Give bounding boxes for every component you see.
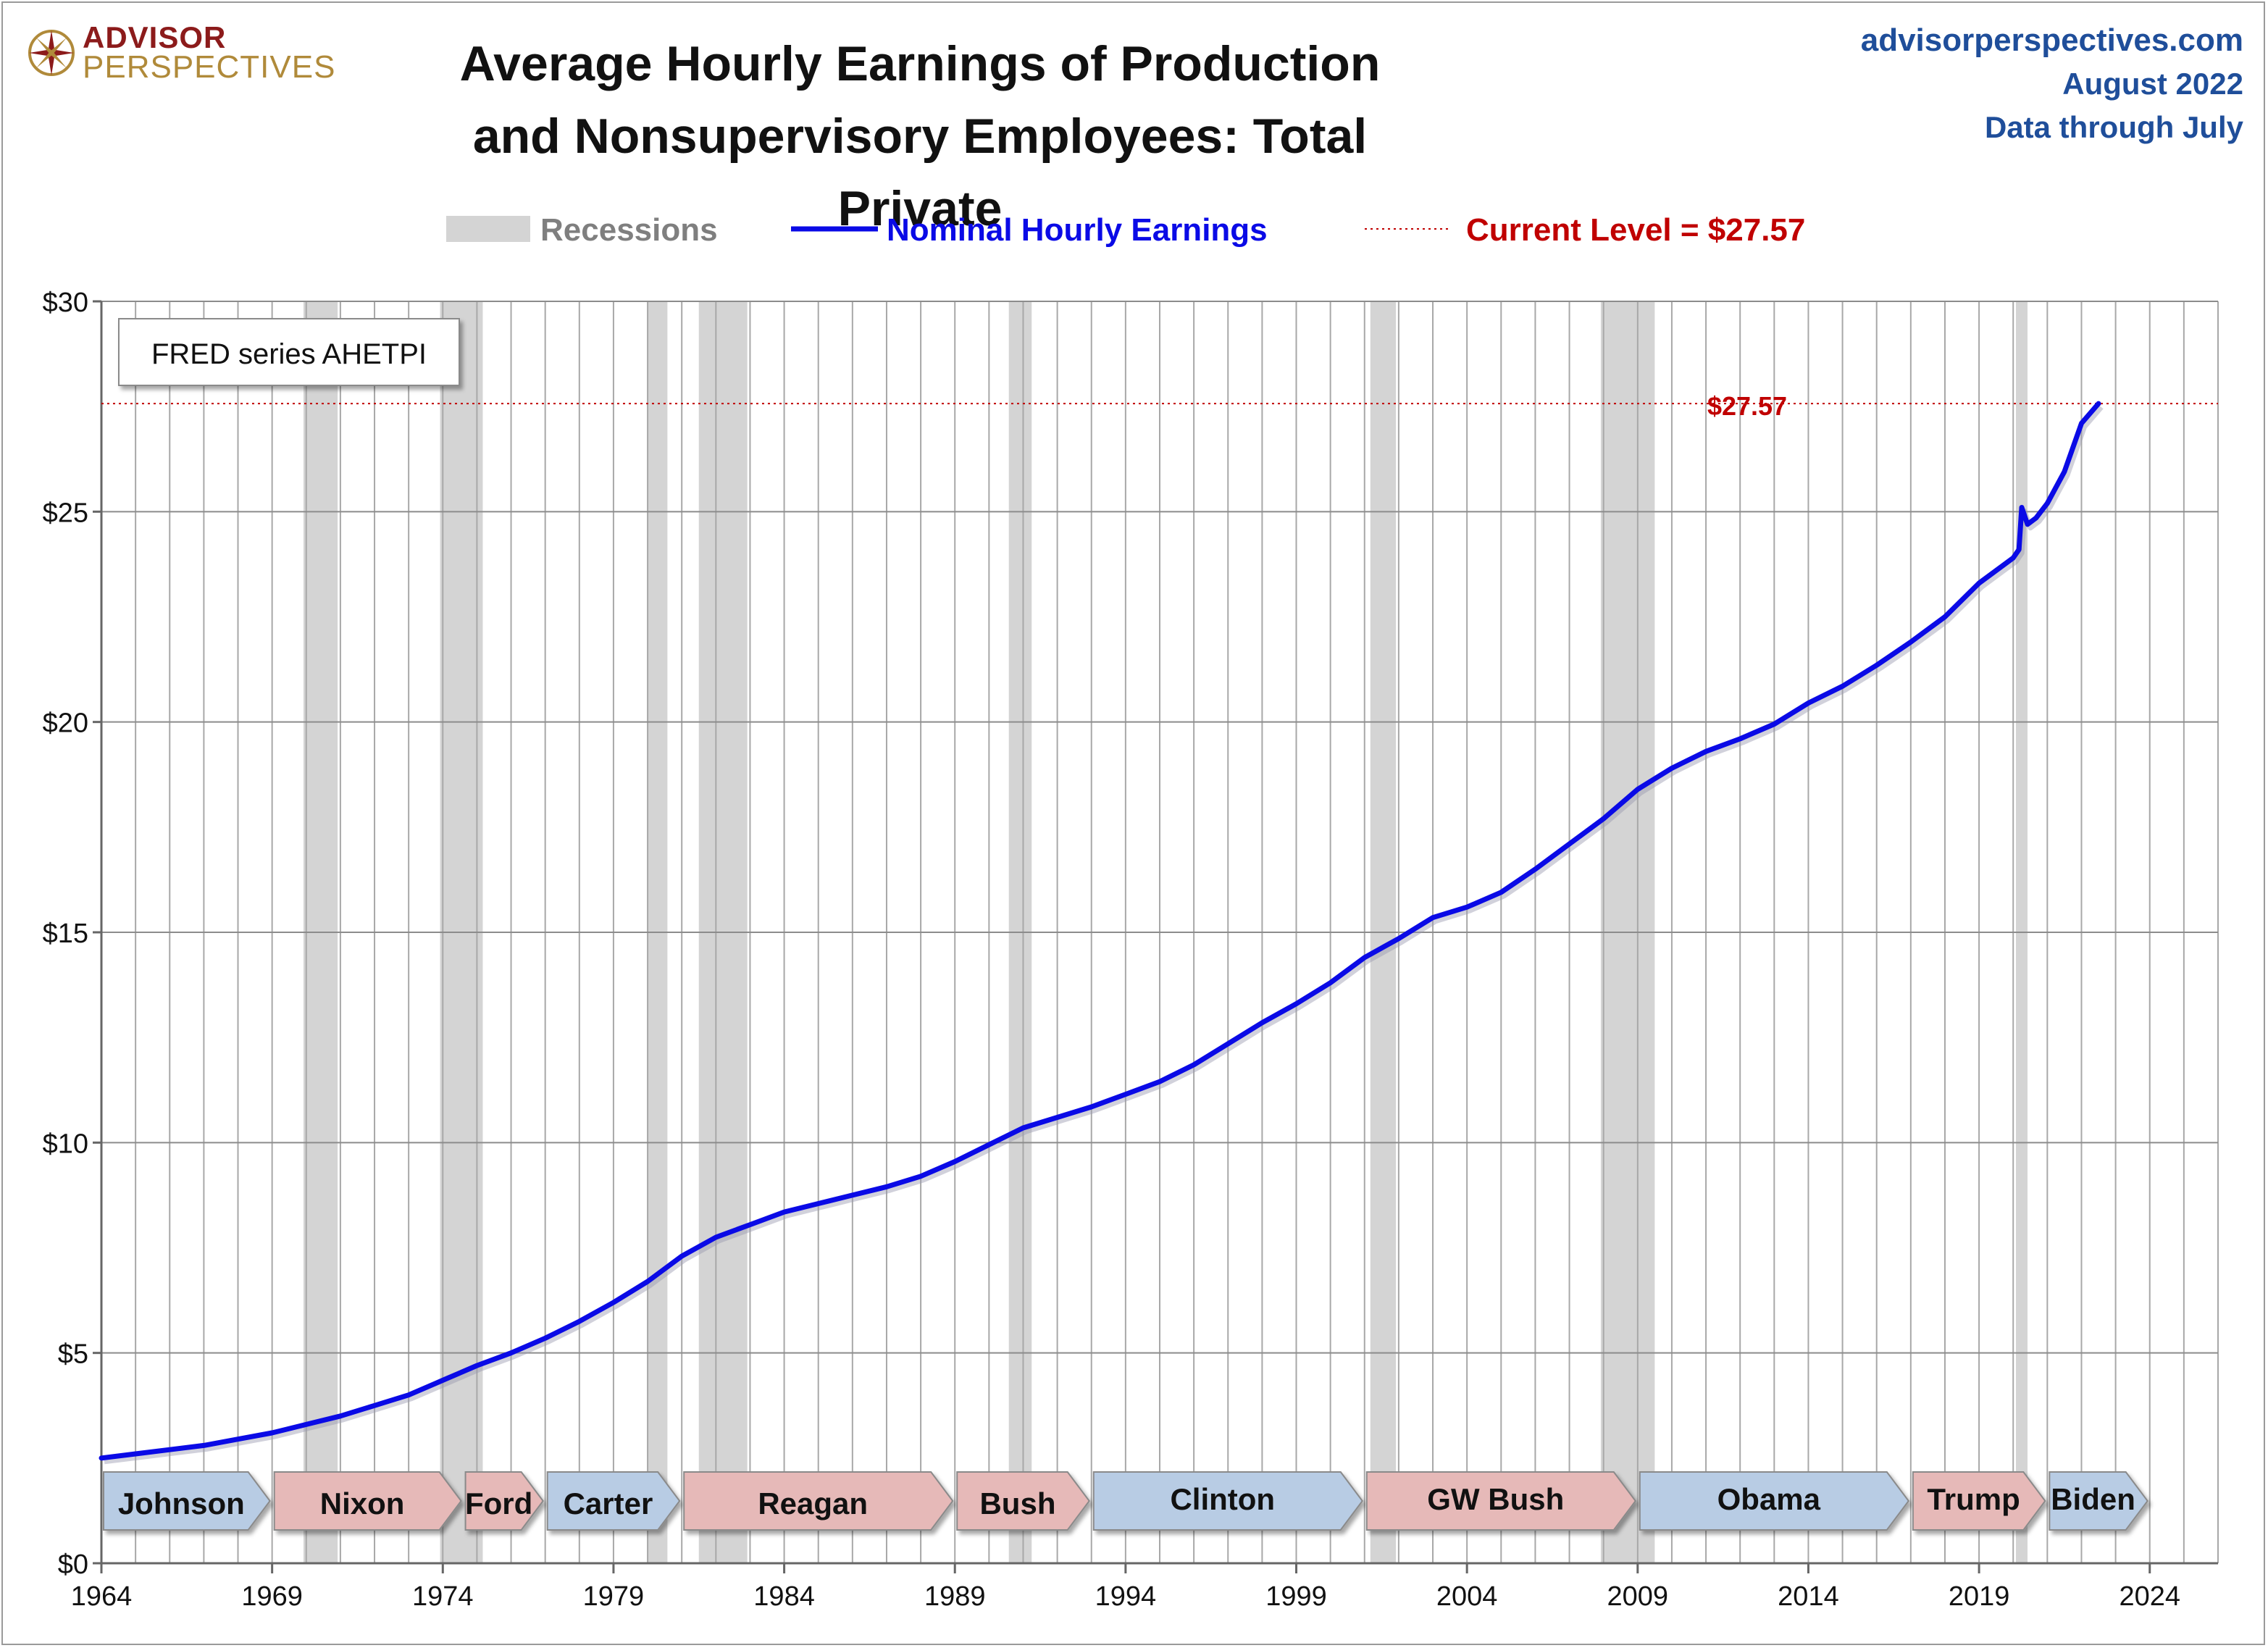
source-box-label: FRED series AHETPI — [151, 338, 427, 370]
title-line2: and Nonsupervisory Employees: Total Priv… — [472, 109, 1368, 236]
y-tick-label: $5 — [58, 1339, 88, 1370]
x-tick-label: 1969 — [241, 1581, 303, 1612]
legend: Recessions Nominal Hourly Earnings Current… — [446, 212, 1805, 248]
president-arrow — [1912, 1471, 2046, 1531]
y-tick-label: $15 — [43, 919, 88, 949]
compass-icon — [28, 30, 75, 76]
president-label: Clinton — [1170, 1482, 1275, 1516]
publish-date: August 2022 — [2062, 67, 2243, 101]
axes: $0 $5 $10 $15 $20 $25 $30 1964 1969 1974 1979 1984 1… — [43, 288, 2218, 1612]
x-tick-label: 1999 — [1265, 1581, 1327, 1612]
source-box-frame — [118, 318, 460, 386]
current-level-label: $27.57 — [1707, 391, 1787, 421]
x-tick-label: 2024 — [2119, 1581, 2180, 1612]
legend-recession-swatch — [446, 216, 530, 242]
legend-current-label: Current Level = $27.57 — [1466, 212, 1805, 248]
president-label: Nixon — [320, 1486, 405, 1521]
president-label: GW Bush — [1427, 1482, 1564, 1516]
current-level: $27.57 — [101, 391, 2218, 421]
x-tick-label: 1989 — [924, 1581, 986, 1612]
chart-title: Average Hourly Earnings of Production an… — [406, 28, 1434, 245]
x-tick-label: 1984 — [753, 1581, 815, 1612]
legend-recession-label: Recessions — [540, 212, 718, 248]
x-tick-label: 1979 — [583, 1581, 645, 1612]
president-arrows: Johnson Nixon Ford Carter Reagan Bush Clinton G… — [103, 1471, 2148, 1531]
president-arrow — [1092, 1471, 1364, 1531]
president-label: Reagan — [758, 1486, 868, 1521]
source-info: advisorperspectives.com August 2022 Data… — [1861, 19, 2243, 149]
president-arrow — [464, 1471, 544, 1531]
x-tick-label: 1964 — [71, 1581, 133, 1612]
president-arrow — [546, 1471, 681, 1531]
y-tick-label: $0 — [58, 1549, 88, 1580]
president-label: Obama — [1717, 1482, 1821, 1516]
series-line-nominal-hourly-earnings — [99, 401, 2101, 1461]
legend-series-label: Nominal Hourly Earnings — [887, 212, 1268, 248]
x-tick-label: 1994 — [1095, 1581, 1157, 1612]
president-arrow — [273, 1471, 462, 1531]
y-tick-label: $30 — [43, 288, 88, 318]
series-line-shadow — [104, 405, 2104, 1465]
source-box: FRED series AHETPI — [118, 318, 460, 386]
president-label: Bush — [979, 1486, 1055, 1521]
series-layer — [99, 401, 2104, 1465]
logo-line1: ADVISOR — [83, 20, 227, 54]
logo-line2: PERSPECTIVES — [83, 49, 336, 85]
x-tick-label: 2004 — [1436, 1581, 1498, 1612]
site-url: advisorperspectives.com — [1860, 22, 2243, 58]
y-tick-label: $20 — [43, 708, 88, 739]
x-tick-label: 2014 — [1778, 1581, 1839, 1612]
y-tick-label: $25 — [43, 498, 88, 528]
x-tick-label: 2019 — [1949, 1581, 2010, 1612]
data-through: Data through July — [1984, 110, 2243, 144]
president-label: Biden — [2051, 1482, 2135, 1516]
y-tick-label: $10 — [43, 1129, 88, 1159]
x-tick-label: 2009 — [1607, 1581, 1669, 1612]
president-label: Trump — [1927, 1482, 2020, 1516]
title-line1: Average Hourly Earnings of Production — [459, 36, 1381, 91]
gridlines — [101, 301, 2219, 1564]
advisor-perspectives-logo: ADVISOR PERSPECTIVES — [26, 19, 335, 91]
president-label: Johnson — [118, 1486, 245, 1521]
president-arrow — [103, 1471, 271, 1531]
president-label: Ford — [465, 1486, 532, 1521]
x-tick-label: 1974 — [412, 1581, 474, 1612]
president-arrow — [1365, 1471, 1637, 1531]
president-arrow — [956, 1471, 1090, 1531]
president-arrow — [1639, 1471, 1910, 1531]
president-label: Carter — [564, 1486, 653, 1521]
president-arrow — [2049, 1471, 2148, 1531]
president-arrow — [683, 1471, 954, 1531]
